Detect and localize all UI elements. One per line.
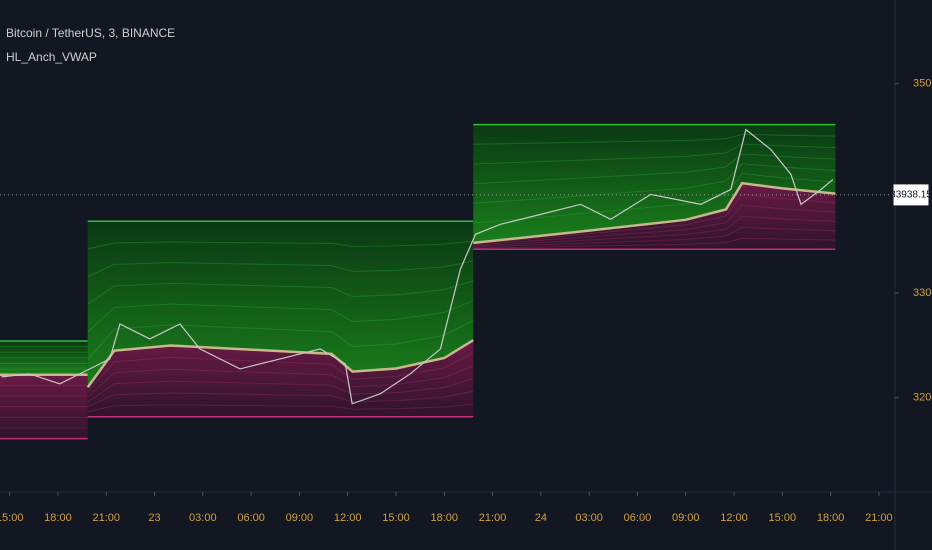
band-level (473, 193, 836, 245)
band-level (87, 300, 474, 333)
x-tick-label: 15:00 (769, 512, 797, 524)
upper-band (473, 124, 836, 243)
x-tick-label: 15:00 (382, 512, 410, 524)
x-tick-label: 12:00 (720, 512, 748, 524)
y-tick-label: 32000.00 (913, 392, 932, 404)
x-tick-label: 12:00 (334, 512, 362, 524)
x-tick-label: 24 (535, 512, 547, 524)
band-level (87, 319, 474, 360)
band-level (473, 215, 836, 247)
band-level (473, 237, 836, 249)
vwap-line (86, 339, 474, 389)
x-tick-label: 21:00 (479, 512, 507, 524)
lower-band (0, 374, 88, 439)
band-level (473, 143, 836, 165)
x-tick-label: 18:00 (431, 512, 459, 524)
last-price-label: 33938.15 (890, 190, 932, 201)
x-tick-label: 06:00 (237, 512, 265, 524)
x-tick-label: 21:00 (865, 512, 893, 524)
x-tick-label: 15:00 (0, 512, 23, 524)
band-level (87, 260, 474, 278)
x-tick-label: 06:00 (624, 512, 652, 524)
indicator-label: HL_Anch_VWAP (6, 50, 97, 64)
band-level (473, 172, 836, 224)
band-level (87, 403, 474, 413)
x-tick-label: 03:00 (189, 512, 217, 524)
band-level (473, 133, 836, 145)
vwap-line (473, 181, 836, 245)
x-tick-label: 23 (148, 512, 160, 524)
band-level (87, 365, 474, 398)
x-tick-label: 09:00 (286, 512, 314, 524)
band-level (473, 153, 836, 185)
last-price-box (892, 183, 930, 207)
x-tick-label: 09:00 (672, 512, 700, 524)
band-level (87, 240, 474, 250)
x-tick-label: 21:00 (92, 512, 120, 524)
band-level (87, 352, 474, 393)
band-level (87, 377, 474, 403)
band-level (473, 226, 836, 248)
plot (0, 123, 836, 440)
band-level (87, 280, 474, 305)
band-level (87, 390, 474, 408)
lower-band (87, 340, 474, 417)
x-tick-label: 18:00 (44, 512, 72, 524)
chart-title: Bitcoin / TetherUS, 3, BINANCE (6, 26, 175, 40)
x-tick-label: 18:00 (817, 512, 845, 524)
band-level (473, 163, 836, 204)
y-tick-label: 35000.00 (913, 78, 932, 90)
upper-band (0, 340, 88, 375)
lower-band (473, 183, 836, 250)
x-tick-label: 03:00 (575, 512, 603, 524)
y-tick-label: 33000.00 (913, 287, 932, 299)
band-level (473, 204, 836, 246)
price-line (1, 128, 834, 405)
